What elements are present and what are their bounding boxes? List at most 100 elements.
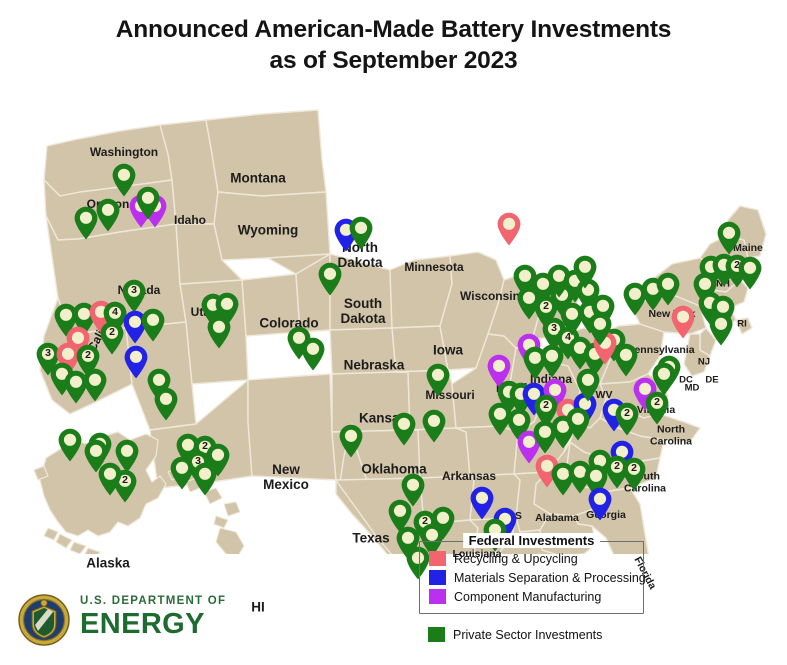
legend-item-recycling-upcycling[interactable]: Recycling & Upcycling: [429, 549, 635, 568]
federal-investments-title: Federal Investments: [462, 533, 601, 548]
doe-seal-icon: [18, 594, 70, 646]
map-pin-private-sector[interactable]: [546, 264, 572, 298]
map-pin-private-sector[interactable]: [572, 255, 598, 289]
map-pin-materials-separation[interactable]: [122, 310, 148, 344]
legend-label-materials-separation-processing: Materials Separation & Processing: [454, 570, 646, 585]
us-map[interactable]: WashingtonOregonIdahoMontanaWyomingNevad…: [0, 84, 787, 615]
map-pin-private-sector[interactable]: [405, 546, 431, 580]
map-pin-private-sector[interactable]: [114, 439, 140, 473]
pin-count-label: 2: [109, 326, 115, 338]
legend-swatch-materials-separation-processing: [429, 570, 446, 585]
pin-count-label: 2: [202, 440, 208, 452]
map-pin-private-sector[interactable]: [622, 282, 648, 316]
map-pin-private-sector[interactable]: [63, 370, 89, 404]
pin-count-label: 2: [614, 460, 620, 472]
state-label-alaska: Alaska: [86, 555, 130, 571]
pin-count-label: 2: [734, 259, 740, 271]
map-pin-private-sector[interactable]: [567, 460, 593, 494]
map-pin-private-sector[interactable]: [587, 312, 613, 346]
pin-count-label: 2: [631, 462, 637, 474]
map-pin-private-sector[interactable]: [655, 272, 681, 306]
map-pin-private-sector[interactable]: [53, 303, 79, 337]
pin-count-label: 2: [422, 515, 428, 527]
state-label-hi: HI: [251, 599, 265, 615]
map-pin-private-sector[interactable]: [391, 412, 417, 446]
map-pin-materials-separation[interactable]: [469, 486, 495, 520]
map-pin-private-sector[interactable]: [95, 198, 121, 232]
map-pin-private-sector[interactable]: 2: [614, 402, 640, 436]
map-pin-recycling-upcycling[interactable]: [534, 454, 560, 488]
map-pin-private-sector[interactable]: 2: [99, 321, 125, 355]
map-pin-private-sector[interactable]: [338, 424, 364, 458]
pin-count-label: 4: [112, 306, 118, 318]
map-pin-private-sector[interactable]: [651, 362, 677, 396]
federal-investments-group: Federal Investments Recycling & Upcyclin…: [419, 533, 646, 614]
map-pin-private-sector[interactable]: [539, 344, 565, 378]
map-pin-private-sector[interactable]: [153, 387, 179, 421]
map-pin-private-sector[interactable]: 2: [621, 457, 647, 491]
hawaii-inset: [167, 467, 245, 554]
pin-count-label: 2: [654, 396, 660, 408]
pin-count-label: 3: [551, 322, 557, 334]
map-pin-private-sector[interactable]: [532, 420, 558, 454]
map-pin-private-sector[interactable]: 2: [644, 391, 670, 425]
map-pin-private-sector[interactable]: [565, 407, 591, 441]
map-pin-private-sector[interactable]: [400, 473, 426, 507]
map-pin-private-sector[interactable]: [559, 302, 585, 336]
map-pin-private-sector[interactable]: 2: [533, 394, 559, 428]
map-pin-private-sector[interactable]: [206, 315, 232, 349]
map-pin-private-sector[interactable]: [613, 343, 639, 377]
map-pin-recycling-upcycling[interactable]: [496, 212, 522, 246]
pin-count-label: 2: [624, 407, 630, 419]
map-pin-materials-separation[interactable]: [123, 345, 149, 379]
map-pin-private-sector[interactable]: [140, 308, 166, 342]
map-pin-recycling-upcycling[interactable]: [670, 305, 696, 339]
map-pin-private-sector[interactable]: [317, 262, 343, 296]
map-pin-private-sector[interactable]: [83, 439, 109, 473]
map-pin-private-sector[interactable]: [169, 456, 195, 490]
map-pin-private-sector[interactable]: [716, 221, 742, 255]
map-pin-private-sector[interactable]: [73, 206, 99, 240]
pin-count-label: 3: [45, 347, 51, 359]
map-pin-private-sector[interactable]: [419, 523, 445, 557]
map-pin-private-sector[interactable]: [575, 368, 601, 402]
map-pin-private-sector[interactable]: [97, 462, 123, 496]
map-pin-private-sector[interactable]: 2: [604, 455, 630, 489]
map-pin-private-sector[interactable]: [57, 428, 83, 462]
map-pin-private-sector[interactable]: 3: [121, 279, 147, 313]
doe-wordmark: U.S. DEPARTMENT OF ENERGY: [80, 595, 226, 640]
map-pin-private-sector[interactable]: [487, 402, 513, 436]
legend-item-materials-separation-processing[interactable]: Materials Separation & Processing: [429, 568, 646, 587]
federal-legend-rows: Recycling & Upcycling Materials Separatio…: [429, 549, 646, 606]
legend-label-component-manufacturing: Component Manufacturing: [454, 589, 602, 604]
map-pin-materials-separation[interactable]: [587, 487, 613, 521]
pin-count-label: 2: [543, 300, 549, 312]
pin-count-label: 4: [565, 331, 571, 343]
map-pin-private-sector[interactable]: [425, 363, 451, 397]
map-pin-component-manufacturing[interactable]: [516, 430, 542, 464]
map-pin-private-sector[interactable]: [516, 286, 542, 320]
private-sector-swatch: [428, 627, 445, 642]
legend-label-recycling-upcycling: Recycling & Upcycling: [454, 551, 578, 566]
doe-energy-line: ENERGY: [80, 608, 205, 640]
map-pin-private-sector[interactable]: [421, 409, 447, 443]
map-pin-private-sector[interactable]: [82, 368, 108, 402]
map-pin-private-sector[interactable]: [387, 499, 413, 533]
map-pin-private-sector[interactable]: [111, 163, 137, 197]
private-sector-label: Private Sector Investments: [453, 627, 603, 642]
map-pin-component-manufacturing[interactable]: [486, 354, 512, 388]
pin-count-label: 2: [85, 349, 91, 361]
map-legend: Federal Investments Recycling & Upcyclin…: [419, 533, 646, 644]
legend-swatch-component-manufacturing: [429, 589, 446, 604]
pin-count-label: 3: [131, 284, 137, 296]
legend-item-private-sector-investments[interactable]: Private Sector Investments: [419, 625, 644, 644]
map-pin-private-sector[interactable]: [708, 312, 734, 346]
map-pin-private-sector[interactable]: [135, 186, 161, 220]
map-pin-private-sector[interactable]: [737, 256, 763, 290]
map-pin-private-sector[interactable]: [348, 216, 374, 250]
legend-item-component-manufacturing[interactable]: Component Manufacturing: [429, 587, 635, 606]
page-title: Announced American-Made Battery Investme…: [0, 14, 787, 77]
map-pin-private-sector[interactable]: [300, 337, 326, 371]
map-pin-private-sector[interactable]: [192, 462, 218, 496]
